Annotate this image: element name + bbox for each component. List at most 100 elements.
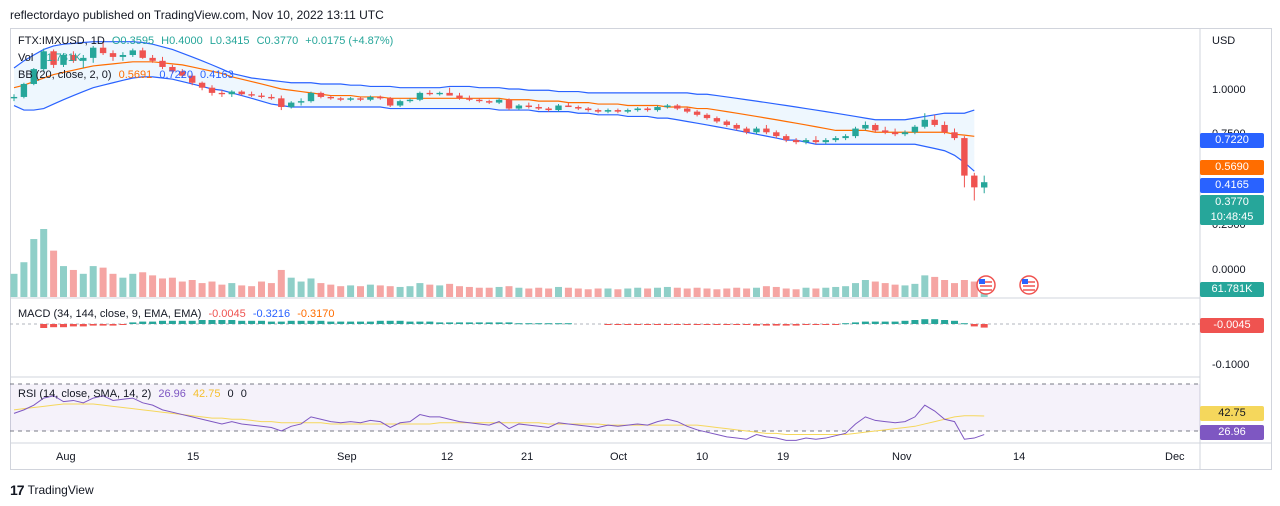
- macd-bar: [317, 320, 325, 324]
- volume-bar: [525, 288, 533, 297]
- candle: [258, 95, 265, 97]
- candle: [80, 57, 87, 61]
- symbol-label[interactable]: FTX:IMXUSD, 1D: [18, 35, 105, 47]
- brand-name[interactable]: TradingView: [27, 483, 94, 497]
- candle: [713, 118, 721, 122]
- macd-bar: [822, 324, 830, 325]
- volume-bar: [871, 281, 879, 297]
- candle: [436, 92, 443, 95]
- candle: [10, 96, 18, 99]
- volume-bar: [436, 285, 444, 297]
- candle: [882, 130, 889, 133]
- macd-bar: [762, 324, 770, 326]
- volume-bar: [267, 283, 275, 297]
- volume-bar: [366, 284, 374, 297]
- volume-bar: [30, 239, 38, 297]
- candle: [466, 98, 473, 100]
- macd-bar: [782, 324, 790, 326]
- candle: [901, 132, 909, 135]
- us-flag-icon[interactable]: [976, 275, 996, 295]
- macd-bar: [238, 320, 246, 324]
- macd-bar: [159, 320, 166, 324]
- candle: [50, 51, 57, 65]
- candle: [268, 96, 275, 99]
- volume-bar: [50, 250, 58, 297]
- candle: [387, 98, 394, 106]
- macd-bar: [733, 324, 741, 325]
- macd-bar: [624, 324, 632, 325]
- us-flag-icon[interactable]: [1019, 275, 1039, 295]
- macd-bar: [69, 324, 77, 327]
- macd-bar: [168, 320, 176, 324]
- macd-bar: [842, 323, 850, 325]
- bb-lower-value: 0.4163: [200, 69, 234, 81]
- x-tick: Aug: [56, 451, 76, 463]
- volume-bar: [99, 267, 107, 297]
- candle: [545, 108, 552, 111]
- candle: [941, 124, 948, 133]
- volume-legend: Vol 61.781K: [18, 52, 85, 64]
- rsi-label[interactable]: RSI (14, close, SMA, 14, 2): [18, 388, 152, 400]
- macd-bar: [436, 322, 444, 324]
- macd-bar: [644, 324, 652, 325]
- volume-bar: [287, 277, 295, 297]
- rsi-ma-value: 42.75: [192, 388, 221, 400]
- volume-bar: [376, 285, 384, 297]
- candle: [129, 50, 136, 56]
- bb-basis-value: 0.5691: [118, 69, 153, 81]
- low-value: L0.3415: [209, 35, 250, 47]
- volume-bar: [159, 278, 166, 297]
- macd-tick: -0.1000: [1212, 359, 1249, 371]
- volume-bar: [654, 287, 661, 297]
- volume-bar: [584, 289, 592, 297]
- volume-bar: [347, 285, 355, 297]
- bb-label[interactable]: BB (20, close, 2, 0): [18, 69, 112, 81]
- candle: [208, 87, 216, 93]
- volume-bar: [465, 286, 473, 297]
- candle: [327, 96, 334, 99]
- macd-bar: [980, 324, 988, 328]
- macd-bar: [970, 324, 978, 327]
- macd-bar: [743, 324, 751, 325]
- volume-bar: [832, 286, 840, 297]
- macd-bar: [406, 321, 414, 324]
- macd-bar: [525, 323, 533, 325]
- bb-upper-badge: 0.7220: [1200, 133, 1264, 148]
- volume-bar: [723, 288, 731, 297]
- candle: [951, 132, 958, 139]
- volume-label[interactable]: Vol: [18, 52, 34, 64]
- macd-bar: [951, 320, 958, 324]
- macd-bar: [456, 322, 463, 324]
- macd-bar: [376, 320, 384, 324]
- volume-bar: [396, 286, 404, 297]
- candle: [743, 128, 750, 133]
- x-tick: 14: [1013, 451, 1025, 463]
- chart-frame[interactable]: [10, 28, 1272, 470]
- macd-bar: [60, 324, 67, 328]
- rsi-extra-value: 0: [227, 388, 234, 400]
- candle: [149, 57, 156, 61]
- candle: [70, 55, 77, 61]
- volume-bar: [149, 275, 157, 297]
- candle: [674, 105, 681, 109]
- candle: [278, 98, 285, 108]
- volume-bar: [852, 283, 859, 297]
- rsi-band: [10, 384, 1200, 431]
- macd-bar: [505, 322, 513, 324]
- candle: [614, 110, 622, 112]
- volume-bar: [495, 286, 503, 297]
- volume-bar: [812, 288, 820, 297]
- candle: [288, 102, 295, 108]
- macd-bar: [753, 324, 760, 326]
- volume-bar: [139, 272, 147, 297]
- tradingview-logo-icon[interactable]: 17: [10, 482, 25, 498]
- macd-bar: [634, 324, 642, 325]
- candle: [802, 140, 810, 143]
- volume-bar: [277, 269, 285, 297]
- volume-bar: [416, 283, 424, 297]
- volume-bar: [10, 273, 18, 297]
- volume-bar: [238, 285, 246, 297]
- volume-bar: [89, 266, 97, 297]
- macd-label[interactable]: MACD (34, 144, close, 9, EMA, EMA): [18, 308, 202, 320]
